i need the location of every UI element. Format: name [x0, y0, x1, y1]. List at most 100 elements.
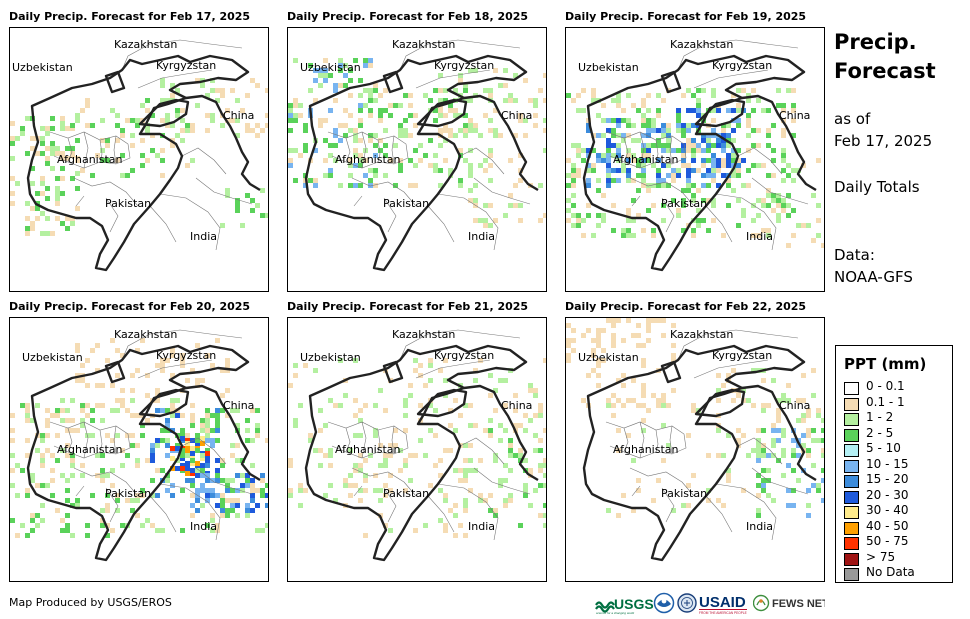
precip-cell — [691, 233, 696, 238]
precip-cell — [543, 513, 546, 518]
precip-cell — [641, 178, 646, 183]
precip-cell — [771, 148, 776, 153]
precip-cell — [363, 458, 368, 463]
precip-cell — [215, 418, 220, 423]
precip-cell — [543, 503, 546, 508]
precip-cell — [458, 178, 463, 183]
precip-cell — [443, 498, 448, 503]
legend-swatch — [844, 490, 859, 504]
precip-cell — [566, 358, 571, 363]
precip-cell — [433, 88, 438, 93]
precip-cell — [95, 153, 100, 158]
precip-cell — [333, 133, 338, 138]
precip-cell — [576, 143, 581, 148]
legend-swatch — [844, 537, 859, 550]
province-boundary — [345, 421, 395, 459]
precip-cell — [751, 233, 756, 238]
precip-cell — [533, 388, 538, 393]
precip-cell — [70, 221, 75, 226]
precip-cell — [771, 193, 776, 198]
usgs-wordmark: USGS — [614, 596, 654, 612]
precip-cell — [626, 218, 631, 223]
precip-cell — [90, 433, 95, 438]
legend-label: 5 - 10 — [866, 441, 901, 455]
precip-cell — [626, 208, 631, 213]
precip-cell — [80, 408, 85, 413]
label-kazakhstan: Kazakhstan — [114, 328, 178, 341]
precip-cell — [616, 178, 621, 183]
precip-cell — [288, 103, 293, 108]
precip-cell — [711, 118, 716, 123]
precip-cell — [691, 153, 696, 158]
precip-cell — [10, 191, 15, 196]
precip-cell — [135, 413, 140, 418]
label-afghanistan: Afghanistan — [335, 443, 401, 456]
precip-cell — [373, 473, 378, 478]
precip-cell — [433, 118, 438, 123]
precip-cell — [255, 528, 260, 533]
precip-cell — [706, 453, 711, 458]
precip-cell — [483, 88, 488, 93]
precip-cell — [215, 408, 220, 413]
precip-cell — [180, 436, 185, 441]
precip-cell — [160, 363, 165, 368]
precip-cell — [508, 448, 513, 453]
precip-cell — [60, 221, 65, 226]
precip-cell — [85, 383, 90, 388]
precip-cell — [606, 178, 611, 183]
precip-cell — [130, 133, 135, 138]
precip-cell — [120, 398, 125, 403]
precip-cell — [513, 98, 518, 103]
precip-cell — [368, 98, 373, 103]
precip-cell — [528, 98, 533, 103]
precip-cell — [165, 358, 170, 363]
precip-cell — [601, 103, 606, 108]
precip-cell — [508, 443, 513, 448]
precip-cell — [726, 178, 731, 183]
precip-cell — [468, 443, 473, 448]
precip-cell — [696, 103, 701, 108]
precip-cell — [611, 203, 616, 208]
precip-cell — [185, 466, 190, 471]
precip-cell — [666, 143, 671, 148]
precip-cell — [235, 208, 240, 213]
precip-cell — [368, 453, 373, 458]
precip-cell — [35, 191, 40, 196]
precip-cell — [656, 168, 661, 173]
precip-cell — [631, 218, 636, 223]
precip-cell — [701, 138, 706, 143]
precip-cell — [25, 116, 30, 121]
precip-cell — [523, 118, 528, 123]
precip-cell — [651, 118, 656, 123]
precip-cell — [513, 183, 518, 188]
precip-cell — [586, 183, 591, 188]
precip-cell — [30, 528, 35, 533]
precip-cell — [776, 458, 781, 463]
precip-cell — [423, 453, 428, 458]
precip-cell — [706, 488, 711, 493]
precip-cell — [646, 133, 651, 138]
precip-cell — [105, 493, 110, 498]
precip-cell — [761, 443, 766, 448]
precip-cell — [110, 408, 115, 413]
precip-cell — [245, 128, 250, 133]
precip-cell — [438, 183, 443, 188]
precip-cell — [586, 163, 591, 168]
precip-cell — [205, 128, 210, 133]
precip-cell — [646, 183, 651, 188]
precip-cell — [488, 128, 493, 133]
province-boundary — [715, 147, 783, 251]
precip-cell — [641, 418, 646, 423]
precip-cell — [40, 518, 45, 523]
precip-cell — [581, 218, 586, 223]
precip-cell — [676, 108, 681, 113]
precip-cell — [626, 178, 631, 183]
precip-cell — [348, 93, 353, 98]
precip-cell — [721, 138, 726, 143]
precip-cell — [363, 473, 368, 478]
country-borders — [26, 329, 261, 562]
precip-cell — [75, 206, 80, 211]
precip-cell — [293, 178, 298, 183]
precip-cell — [160, 528, 165, 533]
precip-cell — [130, 373, 135, 378]
